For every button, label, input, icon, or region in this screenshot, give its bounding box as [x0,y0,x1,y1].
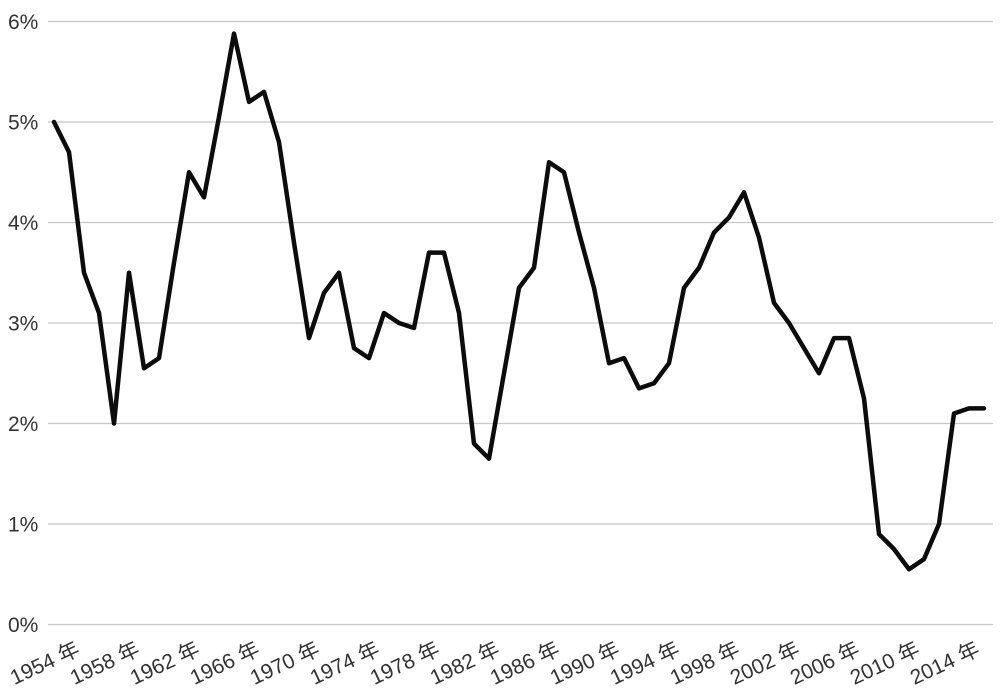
x-axis-label: 2002 年 [727,638,803,690]
x-axis-label: 1970 年 [247,638,323,690]
x-axis-label: 2014 年 [907,638,983,690]
y-axis-label: 5% [8,112,38,135]
x-axis-label: 1982 年 [427,638,503,690]
x-axis-label: 2010 年 [847,638,923,690]
y-axis-label: 4% [8,212,38,235]
x-axis-label: 2006 年 [787,638,863,690]
y-axis-label: 6% [8,11,38,34]
y-axis-label: 0% [8,614,38,637]
x-axis-label: 1962 年 [127,638,203,690]
x-axis-label: 1990 年 [547,638,623,690]
x-axis-label: 1994 年 [607,638,683,690]
x-axis-label: 1998 年 [667,638,743,690]
data-series-line [51,31,987,572]
x-axis-label: 1978 年 [367,638,443,690]
x-axis-label: 1966 年 [187,638,263,690]
x-axis-label: 1986 年 [487,638,563,690]
y-axis-label: 3% [8,313,38,336]
x-axis-label: 1974 年 [307,638,383,690]
x-axis-label: 1958 年 [67,638,143,690]
y-axis-label: 2% [8,413,38,436]
y-axis-label: 1% [8,514,38,537]
x-axis-label: 1954 年 [7,638,83,690]
